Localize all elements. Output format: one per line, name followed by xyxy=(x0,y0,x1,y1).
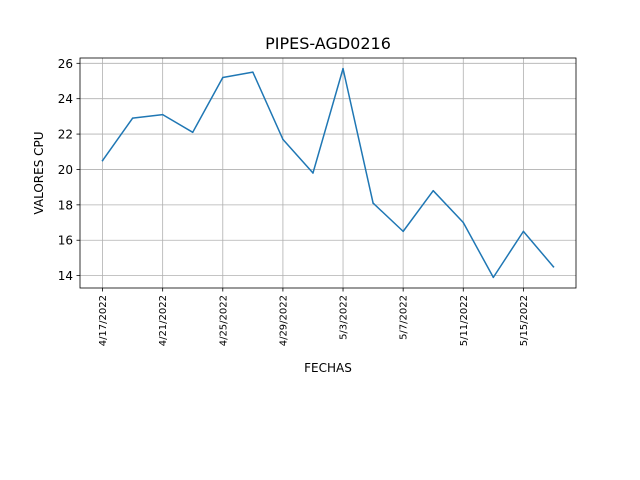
y-tick-label: 20 xyxy=(58,163,73,177)
data-point xyxy=(161,113,164,116)
y-tick-label: 26 xyxy=(58,57,73,71)
y-axis-label: VALORES CPU xyxy=(32,131,46,214)
data-point xyxy=(222,76,224,79)
x-axis-label: FECHAS xyxy=(304,361,352,375)
data-point xyxy=(131,117,134,119)
y-tick-label: 18 xyxy=(58,198,73,212)
data-point xyxy=(252,71,254,73)
x-tick-label: 4/29/2022 xyxy=(278,295,289,346)
data-point xyxy=(282,138,284,141)
data-point xyxy=(191,131,194,134)
data-point xyxy=(522,230,525,233)
series-line xyxy=(101,67,555,279)
data-point xyxy=(552,266,555,268)
data-point xyxy=(312,172,314,174)
plot-frame xyxy=(79,57,577,289)
y-axis: 14 16 18 20 22 24 26 xyxy=(58,57,80,283)
y-tick-label: 22 xyxy=(58,128,73,142)
data-point xyxy=(372,202,374,204)
y-tick-label: 16 xyxy=(58,234,73,248)
x-tick-label: 4/17/2022 xyxy=(98,295,109,346)
series-layer xyxy=(101,67,555,279)
data-point xyxy=(342,67,344,70)
x-tick-label: 5/15/2022 xyxy=(519,295,530,346)
x-tick-label: 4/25/2022 xyxy=(218,295,229,346)
data-point xyxy=(402,230,404,233)
x-tick-label: 5/7/2022 xyxy=(399,295,410,340)
data-point xyxy=(462,221,465,224)
y-tick-label: 24 xyxy=(58,92,73,106)
y-tick-label: 14 xyxy=(58,269,73,283)
data-point xyxy=(101,159,104,162)
x-axis: 4/17/2022 4/21/2022 4/25/2022 4/29/2022 5/3/… xyxy=(98,288,530,346)
chart-title: PIPES-AGD0216 xyxy=(265,34,391,53)
x-tick-label: 5/3/2022 xyxy=(339,295,350,340)
data-point xyxy=(432,189,434,192)
x-tick-label: 5/11/2022 xyxy=(459,295,470,346)
grid-lines xyxy=(80,58,576,288)
data-point xyxy=(492,276,495,279)
x-tick-label: 4/21/2022 xyxy=(158,295,169,346)
